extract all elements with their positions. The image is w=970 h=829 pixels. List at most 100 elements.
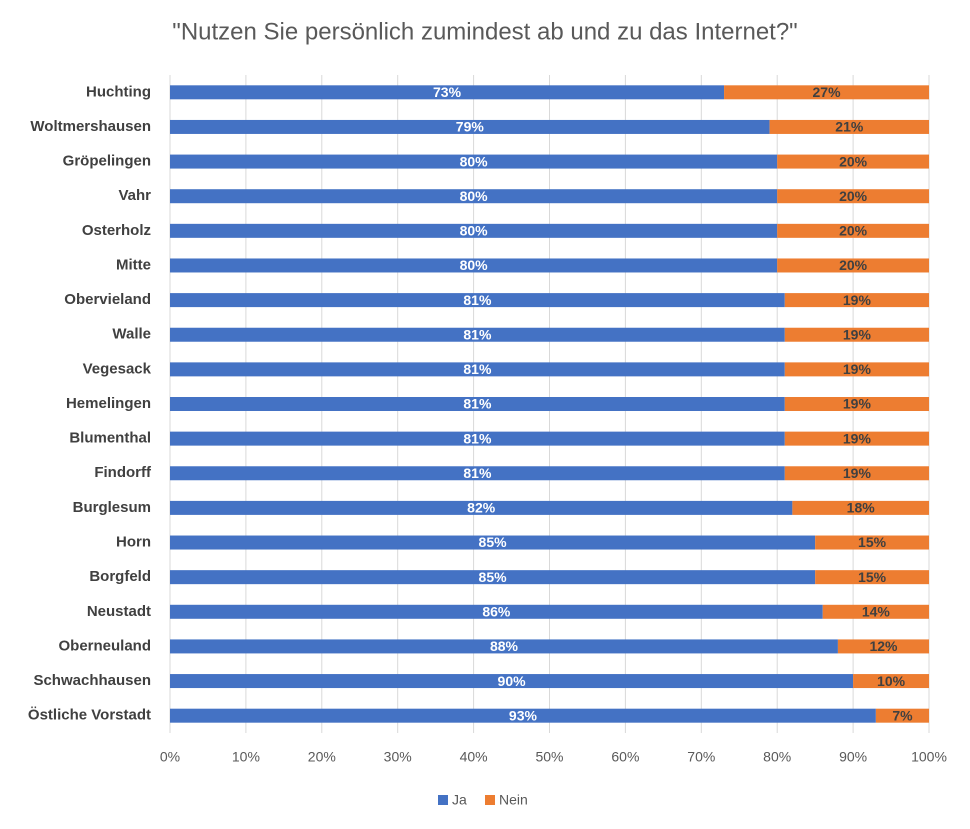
bar-segment (170, 500, 793, 515)
bar-segment (170, 258, 778, 273)
x-tick-label: 90% (839, 749, 867, 765)
value-label: 80% (460, 188, 489, 204)
value-label: 20% (839, 153, 868, 169)
value-label: 88% (490, 638, 519, 654)
bar-segment (784, 466, 929, 481)
bar-segment (777, 189, 929, 204)
y-tick-label: Mitte (116, 256, 151, 273)
value-label: 80% (460, 257, 489, 273)
value-label: 27% (813, 84, 842, 100)
y-tick-label: Horn (116, 533, 151, 550)
value-label: 90% (498, 673, 527, 689)
y-tick-label: Vegesack (83, 360, 152, 377)
legend-label: Ja (452, 792, 467, 808)
y-tick-label: Neustadt (87, 603, 151, 620)
value-label: 19% (843, 326, 872, 342)
y-tick-label: Osterholz (82, 222, 151, 239)
bar-segment (777, 258, 929, 273)
chart-title: "Nutzen Sie persönlich zumindest ab und … (172, 18, 797, 45)
legend-label: Nein (499, 792, 528, 808)
value-label: 81% (463, 430, 492, 446)
bar-segment (784, 327, 929, 342)
bar-segment (170, 397, 785, 411)
x-tick-label: 40% (460, 749, 488, 765)
x-tick-label: 20% (308, 749, 336, 765)
bar-segment (784, 293, 929, 308)
bar-segment (777, 154, 929, 169)
value-label: 12% (869, 638, 898, 654)
value-label: 20% (839, 223, 868, 239)
bar-segment (170, 223, 778, 238)
y-tick-label: Oberneuland (58, 637, 151, 654)
bar-segment (170, 119, 770, 134)
x-tick-label: 0% (160, 749, 180, 765)
value-label: 80% (460, 223, 489, 239)
x-tick-label: 70% (687, 749, 715, 765)
y-tick-label: Walle (112, 326, 151, 343)
bar-segment (815, 570, 929, 585)
bar-segment (784, 362, 929, 377)
x-tick-label: 100% (911, 749, 947, 765)
value-label: 79% (456, 119, 485, 135)
value-label: 20% (839, 257, 868, 273)
bar-segment (170, 189, 778, 204)
y-tick-label: Burglesum (73, 499, 151, 516)
bar-segment (170, 708, 876, 723)
y-tick-label: Woltmershausen (30, 118, 151, 135)
bar-segment (170, 362, 785, 377)
value-label: 21% (835, 119, 864, 135)
value-label: 19% (843, 465, 872, 481)
value-label: 10% (877, 673, 906, 689)
y-tick-label: Huchting (86, 83, 151, 100)
bar-segment (784, 397, 929, 411)
y-tick-label: Findorff (94, 464, 152, 481)
bar-segment (784, 431, 929, 446)
bar-segment (875, 708, 929, 723)
bar-segment (170, 535, 816, 550)
y-tick-label: Vahr (118, 187, 151, 204)
bar-segment (170, 293, 785, 308)
y-tick-label: Östliche Vorstadt (28, 707, 151, 724)
bar-segment (815, 535, 929, 550)
value-label: 73% (433, 84, 462, 100)
x-tick-label: 80% (763, 749, 791, 765)
bar-segment (170, 466, 785, 481)
y-tick-label: Borgfeld (89, 568, 151, 585)
value-label: 82% (467, 500, 496, 516)
y-tick-label: Gröpelingen (63, 153, 151, 170)
bar-segment (170, 154, 778, 169)
bar-segment (853, 674, 929, 689)
value-label: 85% (479, 534, 508, 550)
value-label: 86% (482, 603, 511, 619)
bar-segment (170, 674, 854, 689)
value-label: 20% (839, 188, 868, 204)
bar-segment (792, 500, 929, 515)
bar-segment (170, 570, 816, 585)
value-label: 80% (460, 153, 489, 169)
value-label: 15% (858, 569, 887, 585)
y-tick-label: Obervieland (64, 291, 151, 308)
legend-swatch (485, 795, 495, 805)
bar-segment (777, 223, 929, 238)
legend-swatch (438, 795, 448, 805)
bar-segment (724, 85, 929, 100)
bar-segment (822, 604, 929, 619)
value-label: 85% (479, 569, 508, 585)
value-label: 81% (463, 465, 492, 481)
value-label: 7% (892, 707, 913, 723)
bar-segment (170, 431, 785, 446)
value-label: 19% (843, 430, 872, 446)
x-tick-label: 60% (611, 749, 639, 765)
bar-segment (837, 639, 929, 654)
value-label: 81% (463, 396, 492, 412)
y-tick-label: Hemelingen (66, 395, 151, 412)
value-label: 15% (858, 534, 887, 550)
value-label: 19% (843, 292, 872, 308)
x-tick-label: 30% (384, 749, 412, 765)
value-label: 19% (843, 396, 872, 412)
bar-segment (170, 639, 838, 654)
value-label: 19% (843, 361, 872, 377)
x-tick-label: 10% (232, 749, 260, 765)
